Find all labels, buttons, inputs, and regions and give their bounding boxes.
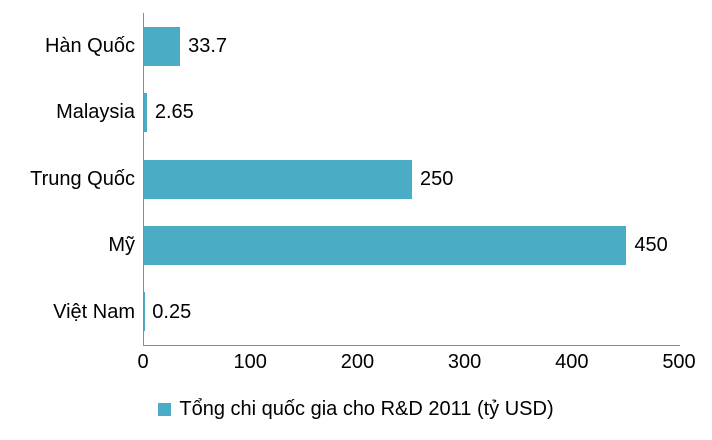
value-label: 0.25 bbox=[152, 300, 192, 323]
legend-label: Tổng chi quốc gia cho R&D 2011 (tỷ USD) bbox=[179, 397, 554, 420]
x-tick-label: 400 bbox=[555, 351, 589, 373]
category-label: Hàn Quốc bbox=[44, 35, 135, 57]
legend-marker-icon bbox=[158, 402, 172, 416]
x-axis-labels: 0 100 200 300 400 500 bbox=[137, 351, 695, 377]
bar bbox=[144, 26, 181, 66]
bar bbox=[144, 159, 412, 199]
plot-area: 33.7 2.65 250 450 0.25 bbox=[143, 13, 680, 346]
bar bbox=[144, 93, 147, 133]
bar bbox=[144, 225, 627, 265]
x-tick-label: 300 bbox=[447, 351, 482, 373]
x-tick-label: 500 bbox=[662, 351, 696, 373]
category-label: Mỹ bbox=[108, 234, 135, 257]
x-tick-label: 100 bbox=[233, 351, 267, 373]
value-label: 2.65 bbox=[154, 101, 194, 124]
legend: Tổng chi quốc gia cho R&D 2011 (tỷ USD) bbox=[0, 396, 712, 422]
category-labels: Hàn Quốc Malaysia Trung Quốc Mỹ Việt Nam bbox=[0, 13, 135, 345]
value-label: 450 bbox=[634, 234, 668, 257]
category-label: Việt Nam bbox=[53, 300, 135, 323]
x-tick-label: 200 bbox=[340, 351, 375, 373]
category-label: Trung Quốc bbox=[30, 167, 135, 190]
value-label: 33.7 bbox=[188, 35, 228, 57]
value-label: 250 bbox=[420, 167, 454, 190]
category-label: Malaysia bbox=[56, 101, 135, 124]
x-tick-label: 0 bbox=[137, 351, 149, 373]
